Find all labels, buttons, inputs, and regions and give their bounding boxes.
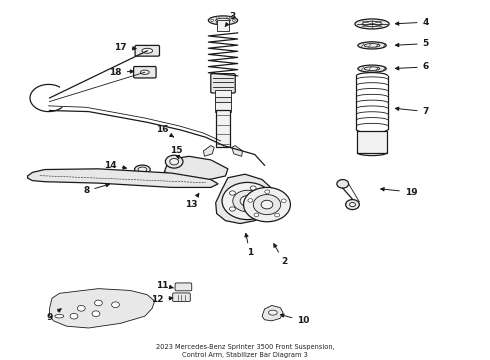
Text: 14: 14: [104, 161, 126, 170]
Circle shape: [227, 17, 230, 19]
Polygon shape: [164, 156, 228, 180]
Text: 2023 Mercedes-Benz Sprinter 3500 Front Suspension,
Control Arm, Stabilizer Bar D: 2023 Mercedes-Benz Sprinter 3500 Front S…: [156, 343, 334, 357]
Text: 12: 12: [151, 295, 173, 304]
Ellipse shape: [364, 67, 380, 71]
Circle shape: [232, 19, 235, 22]
FancyBboxPatch shape: [211, 74, 235, 93]
Bar: [215, 97, 231, 102]
Ellipse shape: [216, 18, 230, 23]
Text: 19: 19: [381, 188, 417, 197]
Ellipse shape: [358, 65, 386, 72]
Circle shape: [253, 194, 281, 215]
Circle shape: [216, 17, 219, 19]
Polygon shape: [27, 169, 218, 188]
FancyBboxPatch shape: [134, 67, 156, 78]
Bar: [215, 90, 231, 112]
Text: 5: 5: [395, 39, 429, 48]
Circle shape: [227, 22, 230, 24]
Circle shape: [244, 188, 291, 222]
Polygon shape: [203, 145, 214, 156]
Text: 3: 3: [225, 12, 236, 27]
Bar: [217, 21, 229, 31]
Circle shape: [170, 158, 178, 165]
Circle shape: [345, 199, 359, 210]
Bar: [216, 110, 230, 147]
Circle shape: [222, 183, 273, 220]
Text: 9: 9: [47, 309, 61, 322]
Circle shape: [165, 155, 183, 168]
FancyBboxPatch shape: [172, 293, 190, 302]
Circle shape: [261, 200, 273, 209]
Text: 8: 8: [83, 184, 109, 195]
Text: 7: 7: [395, 107, 429, 116]
Circle shape: [281, 199, 286, 203]
Text: 15: 15: [171, 147, 183, 159]
Circle shape: [233, 190, 262, 212]
Circle shape: [229, 191, 235, 195]
Circle shape: [77, 306, 85, 311]
Polygon shape: [232, 145, 243, 156]
Ellipse shape: [135, 165, 150, 174]
Ellipse shape: [362, 21, 382, 27]
Ellipse shape: [142, 48, 153, 53]
Circle shape: [254, 213, 259, 217]
Ellipse shape: [269, 310, 277, 315]
Circle shape: [250, 212, 256, 216]
Circle shape: [95, 300, 102, 306]
Ellipse shape: [355, 19, 389, 29]
Ellipse shape: [208, 16, 238, 25]
Text: 13: 13: [185, 193, 199, 209]
Circle shape: [265, 190, 270, 194]
Ellipse shape: [55, 314, 64, 318]
FancyBboxPatch shape: [135, 45, 159, 56]
Circle shape: [70, 313, 78, 319]
Circle shape: [263, 199, 269, 203]
Bar: [357, 131, 387, 153]
Text: 4: 4: [395, 18, 429, 27]
Circle shape: [349, 202, 355, 207]
Circle shape: [275, 213, 280, 217]
FancyBboxPatch shape: [175, 283, 192, 291]
Circle shape: [112, 302, 120, 307]
Text: 6: 6: [395, 62, 429, 71]
Circle shape: [337, 180, 348, 188]
Ellipse shape: [358, 42, 386, 49]
Ellipse shape: [138, 167, 147, 172]
Circle shape: [248, 199, 253, 202]
Text: 2: 2: [274, 244, 287, 266]
Polygon shape: [216, 174, 274, 224]
Circle shape: [92, 311, 100, 316]
Circle shape: [216, 22, 219, 24]
Polygon shape: [49, 289, 155, 328]
Text: 11: 11: [156, 280, 173, 289]
Text: 10: 10: [280, 314, 310, 325]
Text: 18: 18: [109, 68, 134, 77]
Text: 1: 1: [245, 233, 253, 257]
Circle shape: [229, 207, 235, 211]
Ellipse shape: [141, 70, 149, 75]
Circle shape: [250, 186, 256, 190]
Text: 17: 17: [114, 43, 136, 52]
Circle shape: [211, 19, 214, 22]
Circle shape: [240, 195, 255, 206]
Ellipse shape: [364, 44, 380, 47]
Polygon shape: [262, 306, 283, 321]
Text: 16: 16: [156, 125, 173, 137]
